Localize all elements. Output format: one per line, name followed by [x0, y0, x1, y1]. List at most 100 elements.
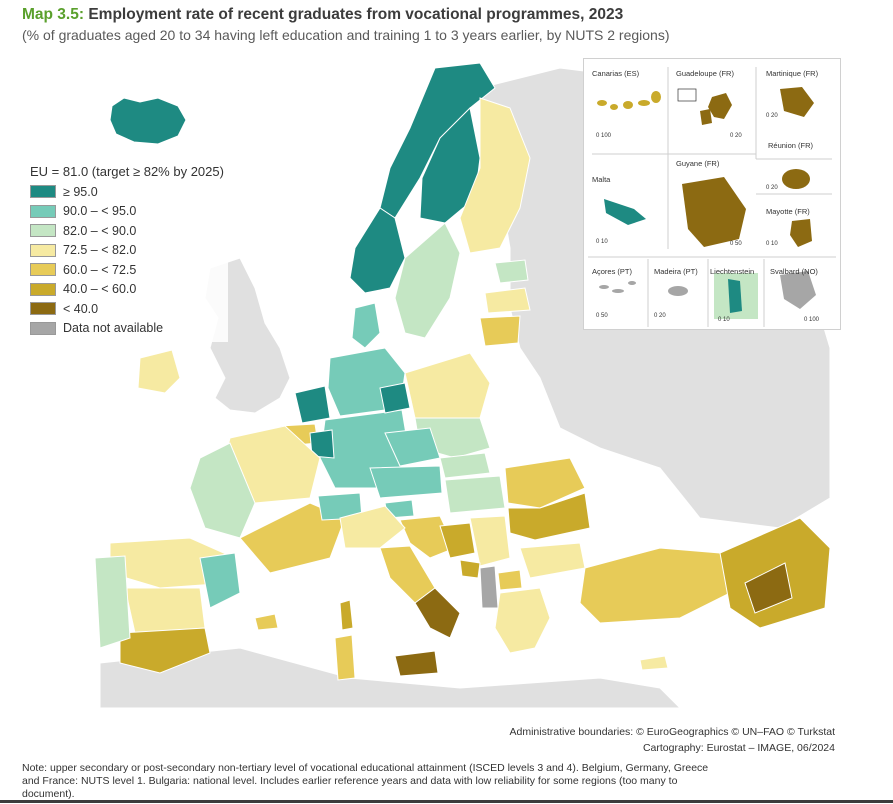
region-turkiye-southeast [744, 562, 793, 614]
inset-scale-svalbard: 0 100 [804, 317, 820, 323]
inset-scale-madeira: 0 20 [654, 313, 666, 319]
region-finland [459, 97, 531, 254]
region-france-south [239, 502, 346, 574]
legend-row-2: 90.0 – < 95.0 [30, 202, 224, 222]
legend-swatch-1 [30, 185, 56, 199]
legend-swatch-2 [30, 204, 56, 218]
legend-row-1: ≥ 95.0 [30, 182, 224, 202]
legend-swatch-7 [30, 302, 56, 316]
legend-swatch-4 [30, 243, 56, 257]
legend-row-3: 82.0 – < 90.0 [30, 221, 224, 241]
region-bulgaria [519, 542, 586, 579]
legend-swatch-6 [30, 282, 56, 296]
attribution-cartography: Cartography: Eurostat – IMAGE, 06/2024 [642, 742, 835, 754]
legend-row-6: 40.0 – < 60.0 [30, 280, 224, 300]
attribution-boundaries: Administrative boundaries: © EuroGeograp… [509, 726, 835, 738]
legend-label-8: Data not available [63, 321, 164, 336]
region-austria [369, 465, 443, 499]
legend-row-7: < 40.0 [30, 299, 224, 319]
region-latvia [484, 287, 531, 314]
region-italy-south [414, 587, 461, 639]
legend-label-6: 40.0 – < 60.0 [63, 282, 137, 297]
region-portugal [94, 555, 131, 649]
region-catalonia [199, 552, 241, 609]
region-italy-north [339, 505, 406, 549]
region-albania [479, 565, 499, 609]
region-montenegro [459, 559, 481, 579]
inset-guadeloupe-shapes [677, 88, 732, 125]
inset-label-guyane: Guyane (FR) [676, 159, 720, 168]
region-iceland [109, 97, 187, 145]
region-netherlands [294, 385, 331, 424]
map-title: Map 3.5: Employment rate of recent gradu… [22, 6, 623, 24]
region-greece [494, 587, 551, 654]
legend-label-4: 72.5 – < 82.0 [63, 243, 137, 258]
inset-dividers [588, 67, 836, 327]
footnote: Note: upper secondary or post-secondary … [22, 762, 709, 800]
region-hungary [444, 475, 506, 514]
inset-canarias-shapes [597, 91, 661, 110]
inset-scale-malta: 0 10 [596, 239, 608, 245]
overseas-insets-panel: Canarias (ES) Guadeloupe (FR) Martinique… [583, 58, 841, 330]
inset-scale-acores: 0 50 [596, 313, 608, 319]
region-serbia [469, 515, 511, 567]
inset-liechtenstein-shape [728, 279, 742, 313]
map-number: Map 3.5: [22, 6, 85, 23]
inset-mayotte-shape [790, 219, 812, 247]
inset-malta-shape [604, 199, 646, 225]
map-subtitle: (% of graduates aged 20 to 34 having lef… [22, 27, 670, 43]
region-denmark [351, 302, 381, 349]
region-sweden-south [394, 222, 461, 339]
region-saarland [309, 429, 335, 459]
region-bosnia [439, 522, 476, 559]
inset-scale-guadeloupe: 0 20 [730, 133, 742, 139]
inset-scale-liechtenstein: 0 10 [718, 317, 730, 323]
inset-label-liechtenstein: Liechtenstein [710, 267, 755, 276]
region-berlin [379, 382, 411, 414]
inset-label-guadeloupe: Guadeloupe (FR) [676, 69, 734, 78]
inset-martinique-shape [780, 87, 814, 117]
legend-swatch-3 [30, 224, 56, 238]
region-spain-south [119, 627, 211, 674]
map-title-text: Employment rate of recent graduates from… [88, 6, 624, 23]
region-slovakia [439, 452, 491, 479]
region-corsica [339, 599, 354, 631]
inset-scale-mayotte: 0 10 [766, 241, 778, 247]
legend-label-5: 60.0 – < 72.5 [63, 262, 137, 277]
region-sicily [394, 650, 439, 677]
legend-label-3: 82.0 – < 90.0 [63, 223, 137, 238]
region-spain-centre [124, 587, 206, 634]
inset-label-acores: Açores (PT) [592, 267, 633, 276]
region-sardinia [334, 634, 356, 681]
bottom-rule [0, 800, 893, 803]
region-lithuania [479, 315, 521, 347]
legend-label-2: 90.0 – < 95.0 [63, 204, 137, 219]
region-norway-south [349, 207, 406, 294]
europe-map [94, 62, 831, 708]
inset-label-madeira: Madeira (PT) [654, 267, 698, 276]
inset-label-malta: Malta [592, 175, 611, 184]
inset-label-canarias: Canarias (ES) [592, 69, 640, 78]
region-norway-north [379, 62, 496, 219]
inset-reunion-shape [782, 169, 810, 189]
legend-swatch-5 [30, 263, 56, 277]
legend-swatch-8 [30, 321, 56, 335]
region-romania-north [504, 457, 586, 509]
inset-scale-reunion: 0 20 [766, 185, 778, 191]
inset-madeira-shape [668, 286, 688, 296]
inset-scale-canarias: 0 100 [596, 133, 612, 139]
inset-label-mayotte: Mayotte (FR) [766, 207, 810, 216]
region-sweden-north [419, 106, 481, 224]
inset-acores-shapes [599, 281, 636, 293]
region-estonia [494, 259, 529, 284]
region-poland-north [404, 352, 491, 419]
inset-scale-guyane: 0 50 [730, 241, 742, 247]
region-cyprus [639, 655, 669, 671]
region-turkiye-west [579, 547, 741, 624]
legend-title: EU = 81.0 (target ≥ 82% by 2025) [30, 164, 224, 179]
inset-svalbard-shape [780, 271, 816, 309]
inset-label-svalbard: Svalbard (NO) [770, 267, 818, 276]
legend-row-4: 72.5 – < 82.0 [30, 241, 224, 261]
region-balearics [254, 613, 279, 631]
region-romania-south [507, 492, 591, 541]
